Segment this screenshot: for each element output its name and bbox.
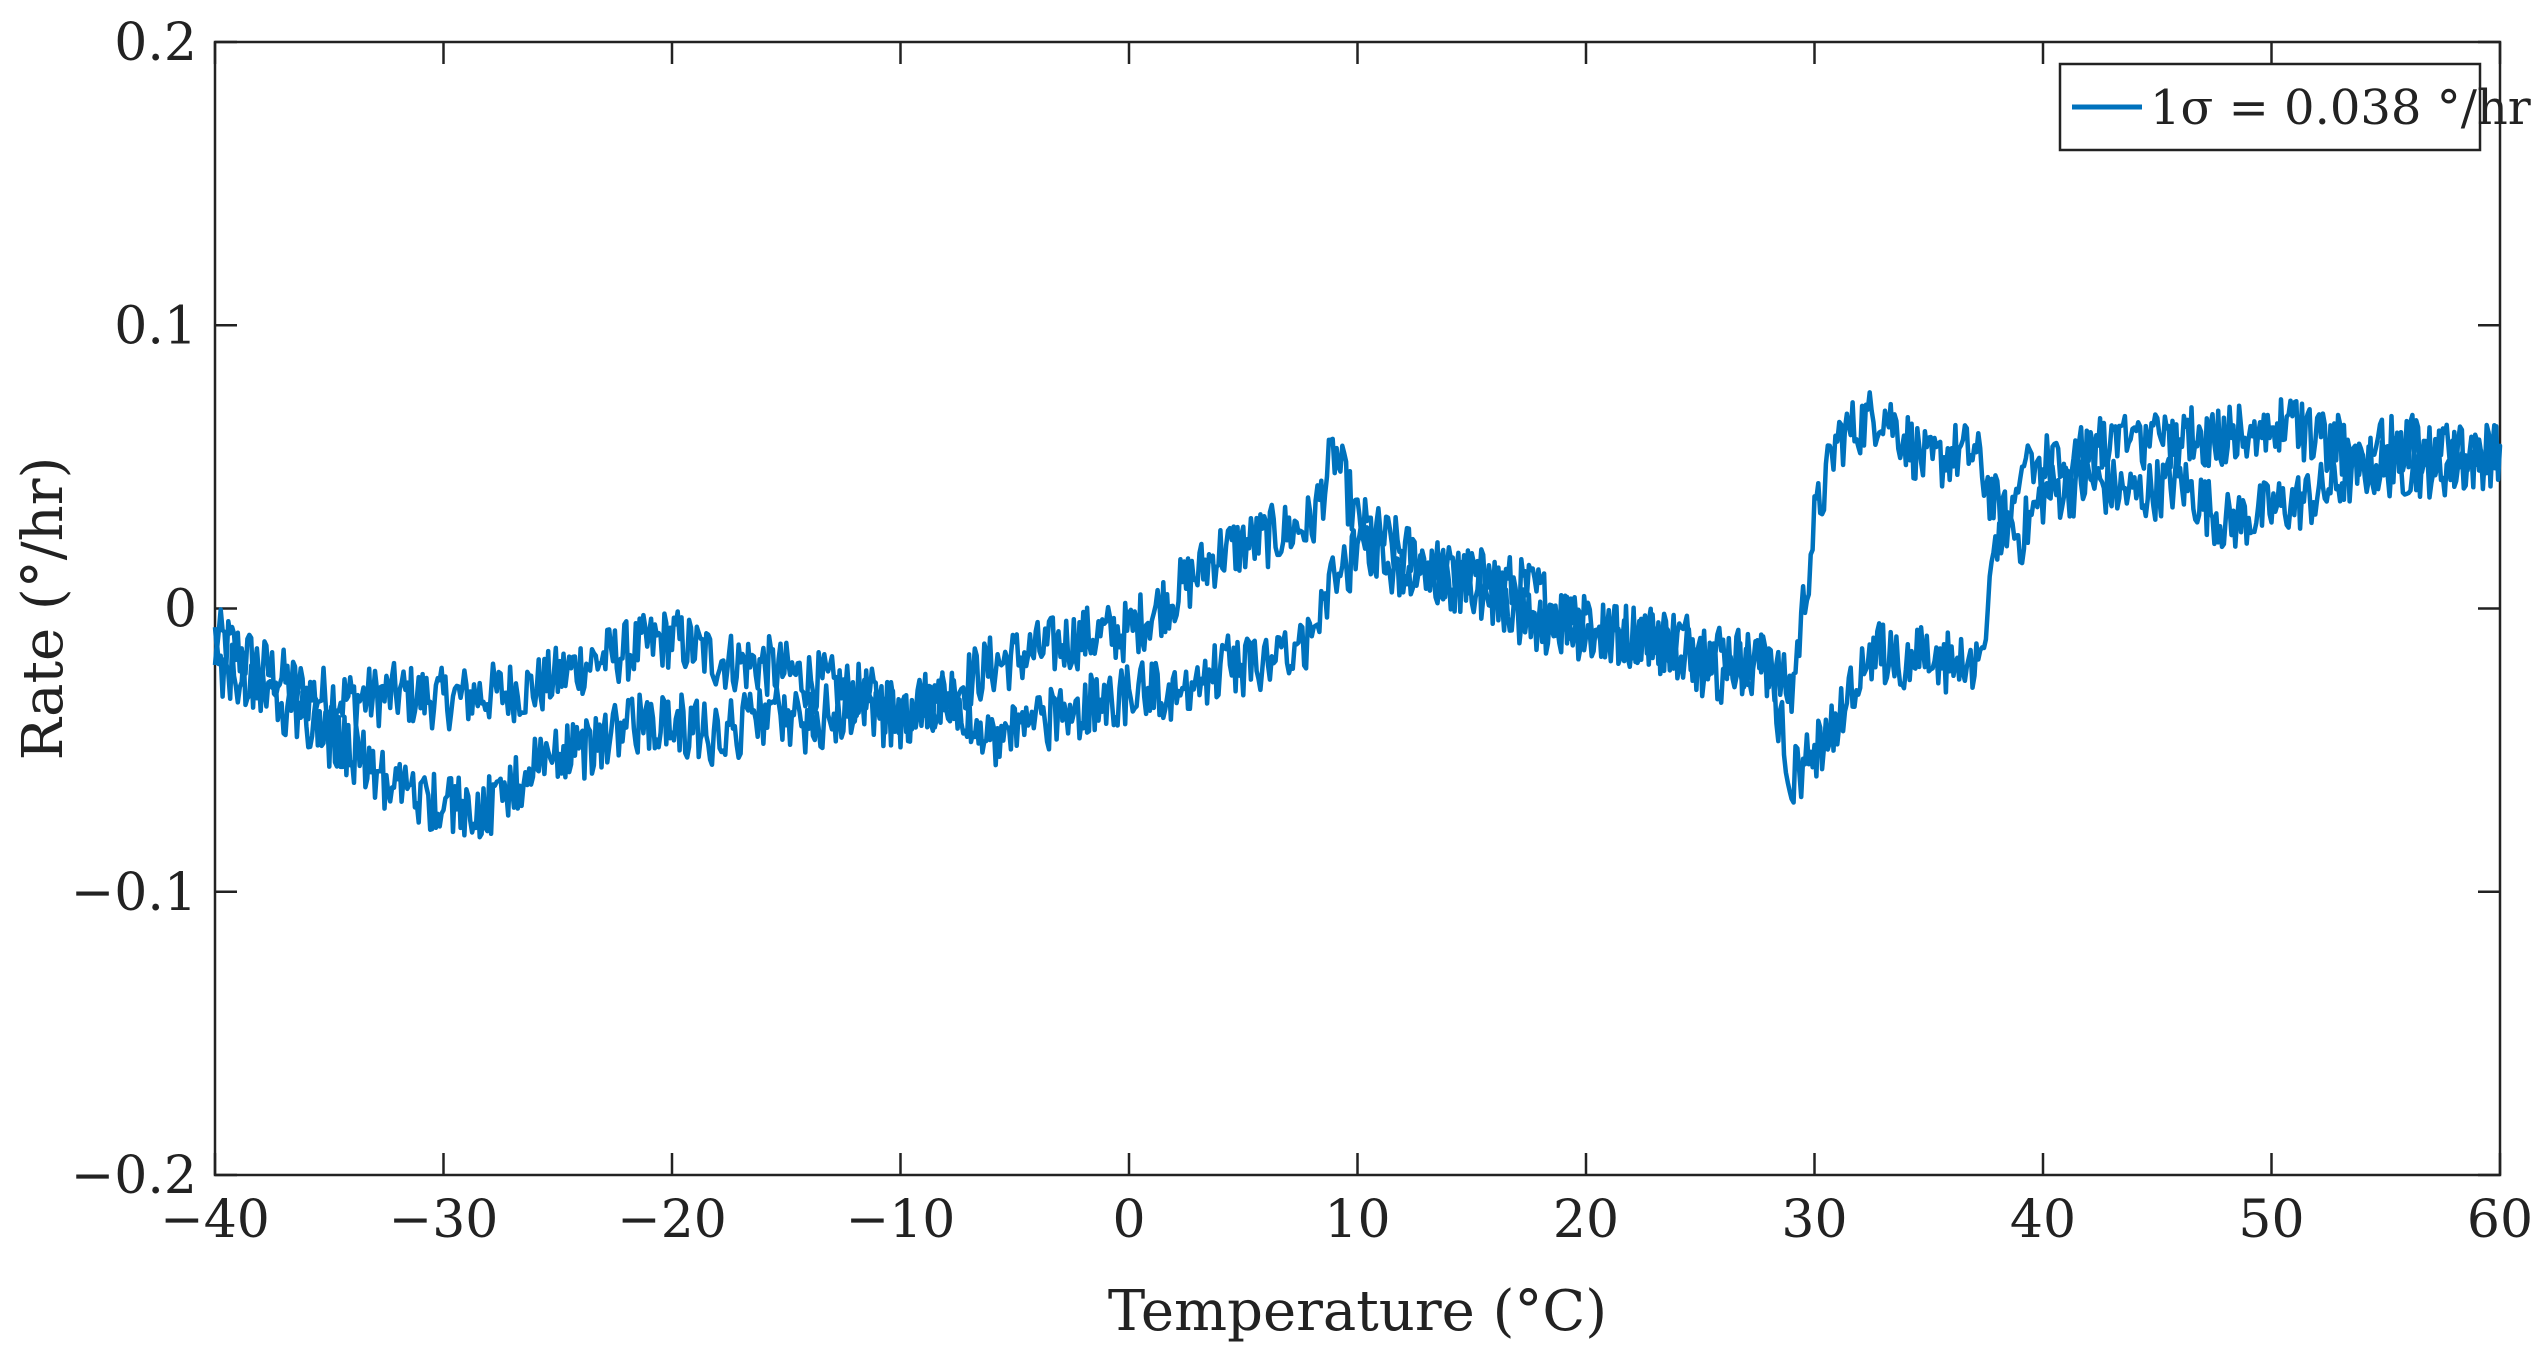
y-tick-label: 0.2 [114, 13, 197, 73]
x-tick-label: −20 [617, 1190, 727, 1250]
x-tick-label: 40 [2010, 1190, 2076, 1250]
y-tick-label: −0.2 [71, 1146, 197, 1206]
x-tick-label: 0 [1112, 1190, 1145, 1250]
x-tick-label: 60 [2467, 1190, 2533, 1250]
x-tick-label: 10 [1324, 1190, 1390, 1250]
legend-entry: 1σ = 0.038 °/hr [2150, 80, 2531, 136]
y-tick-label: 0 [164, 580, 197, 640]
axes-frame [213, 40, 2502, 1177]
x-tick-label: 20 [1553, 1190, 1619, 1250]
y-axis-label: Rate (°/hr) [11, 457, 76, 761]
x-tick-label: −40 [160, 1190, 270, 1250]
x-axis-label: Temperature (°C) [1108, 1279, 1607, 1344]
x-tick-label: −10 [846, 1190, 956, 1250]
y-tick-label: 0.1 [114, 296, 197, 356]
x-tick-label: −30 [389, 1190, 499, 1250]
legend: 1σ = 0.038 °/hr [2058, 62, 2531, 152]
series-line-0 [212, 390, 2503, 840]
x-tick-label: 50 [2238, 1190, 2304, 1250]
y-tick-label: −0.1 [71, 863, 197, 923]
x-tick-label: 30 [1781, 1190, 1847, 1250]
